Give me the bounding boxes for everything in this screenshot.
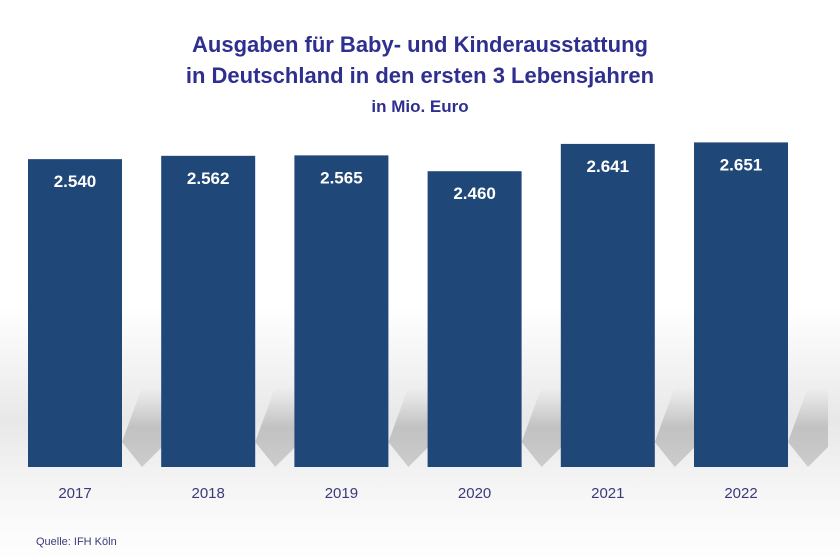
x-tick-label: 2017 xyxy=(58,485,91,502)
bar-shadow xyxy=(521,387,562,467)
bar-shadow xyxy=(788,387,828,467)
data-label: 2.565 xyxy=(320,168,363,187)
bar-2019 xyxy=(294,155,389,467)
chart-title-line2: in Deutschland in den ersten 3 Lebensjah… xyxy=(185,63,655,88)
data-label: 2.641 xyxy=(587,157,630,176)
bar-shadow xyxy=(122,387,162,467)
chart-subtitle: in Mio. Euro xyxy=(371,97,469,116)
x-tick-label: 2019 xyxy=(325,485,358,502)
bar-2022 xyxy=(694,142,788,468)
bar-shadow xyxy=(388,387,429,467)
x-tick-label: 2021 xyxy=(591,485,624,502)
chart-title: Ausgaben für Baby- und Kinderausstattung xyxy=(192,32,648,57)
bar-2020 xyxy=(427,171,522,467)
data-label: 2.540 xyxy=(54,172,97,191)
x-tick-label: 2020 xyxy=(458,485,491,502)
bar-2017 xyxy=(28,159,122,468)
bar-shadow xyxy=(654,387,695,467)
data-label: 2.562 xyxy=(187,169,230,188)
data-label: 2.651 xyxy=(720,155,763,174)
bar-shadow xyxy=(255,387,296,467)
data-label: 2.460 xyxy=(453,184,496,203)
x-tick-label: 2022 xyxy=(724,485,757,502)
x-tick-label: 2018 xyxy=(192,485,225,502)
bar-2021 xyxy=(560,143,655,468)
source-note: Quelle: IFH Köln xyxy=(36,536,117,548)
bar-2018 xyxy=(161,155,256,468)
